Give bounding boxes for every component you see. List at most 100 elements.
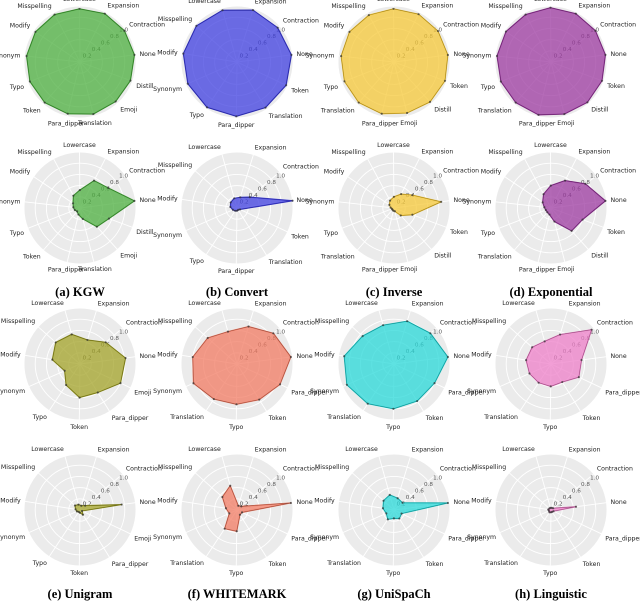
data-point — [195, 24, 198, 28]
data-point — [590, 328, 593, 331]
axis-label: None — [610, 197, 626, 204]
data-point — [258, 398, 261, 401]
data-point — [581, 218, 584, 221]
axis-label: Token — [290, 88, 309, 95]
axis-label: None — [296, 353, 312, 360]
data-point — [107, 217, 110, 220]
axis-label: Misspelling — [17, 3, 51, 10]
data-point — [129, 79, 132, 82]
data-point — [393, 210, 396, 213]
axis-label: Para_dipper — [291, 390, 328, 397]
data-point — [84, 504, 87, 507]
axis-label: Expansion — [255, 0, 287, 6]
axis-label: Contraction — [283, 319, 319, 326]
data-polygon-outline — [192, 326, 292, 405]
data-point — [546, 211, 549, 214]
axis-label: Lowercase — [345, 446, 378, 453]
radial-tick-label: 0.6 — [415, 186, 424, 192]
data-point — [240, 511, 244, 514]
radial-gridline — [34, 464, 126, 556]
data-point — [405, 111, 409, 115]
axis-label: Misspelling — [158, 162, 192, 169]
data-point — [348, 30, 351, 33]
data-point — [392, 195, 395, 198]
data-point — [514, 101, 517, 104]
radial-gridline — [505, 318, 597, 410]
data-point — [78, 511, 82, 514]
data-point — [95, 225, 98, 228]
axis-label: Modify — [314, 352, 335, 359]
data-point — [104, 341, 107, 344]
axis-label: Synonym — [462, 198, 491, 205]
radar-panel: 0.20.40.60.81.0NoneContractionExpansionL… — [0, 0, 165, 127]
radar-panel: 0.20.40.60.81.0NoneContractionExpansionL… — [153, 446, 328, 577]
data-point — [103, 12, 106, 15]
axis-label: Modify — [0, 352, 21, 359]
radial-tick-label: 0.8 — [110, 482, 119, 488]
data-point — [238, 513, 242, 516]
data-point — [133, 199, 136, 202]
axis-label: Token — [606, 83, 625, 90]
axis-label: Translation — [326, 414, 361, 421]
data-point — [77, 213, 80, 216]
data-point — [240, 505, 243, 508]
axis-label: Typo — [32, 560, 47, 567]
axis-label: Modify — [10, 168, 31, 175]
data-point — [388, 493, 391, 496]
radial-tick-label: 1.0 — [590, 329, 599, 335]
data-point — [92, 112, 95, 116]
radial-tick-label: 1.0 — [590, 173, 599, 179]
radial-tick-label: 1.0 — [276, 27, 285, 33]
axis-label: Typo — [542, 424, 557, 431]
radar-chart-5: 0.20.40.60.81.0NoneContractionExpansionL… — [0, 300, 162, 601]
axis-label: Translation — [169, 560, 204, 567]
data-point — [285, 84, 288, 87]
radial-gridline — [494, 453, 608, 567]
data-point — [446, 355, 449, 359]
data-point — [548, 213, 551, 216]
data-point — [78, 7, 81, 10]
data-polygon-outline — [343, 320, 449, 410]
data-point — [74, 508, 77, 511]
data-polygon-outline — [26, 8, 135, 115]
data-point — [343, 355, 346, 358]
axis-label: Para_dipper — [362, 266, 399, 273]
axis-label: Para_dipper — [48, 120, 85, 127]
spoke-gridline — [549, 509, 552, 567]
spoke-gridline — [205, 207, 238, 255]
spoke-gridline — [236, 473, 281, 511]
axis-label: Contraction — [283, 17, 319, 24]
data-point — [392, 517, 395, 520]
axis-label: Typo — [542, 570, 557, 577]
axis-label: Contraction — [283, 163, 319, 170]
subfigure-caption: (b) Convert — [206, 285, 269, 299]
data-point — [574, 12, 577, 15]
axis-label: Emoji — [134, 536, 151, 543]
data-point — [66, 112, 69, 115]
data-point — [400, 512, 403, 515]
subfigure-caption: (h) Linguistic — [515, 587, 587, 601]
axis-label: Lowercase — [502, 446, 535, 453]
data-point — [192, 382, 195, 385]
data-point — [399, 214, 402, 217]
spoke-gridline — [550, 456, 568, 511]
data-point — [51, 358, 54, 361]
data-point — [96, 391, 99, 394]
spoke-gridline — [185, 207, 238, 232]
axis-label: Translation — [477, 107, 512, 114]
axis-label: Para_dipper — [519, 120, 556, 127]
radial-gridline — [337, 151, 451, 265]
radial-tick-label: 0.8 — [424, 482, 433, 488]
axis-label: None — [139, 499, 155, 506]
axis-label: Misspelling — [472, 464, 506, 471]
data-point — [123, 29, 126, 32]
data-point — [577, 376, 580, 379]
data-point — [86, 338, 89, 342]
data-point — [186, 82, 189, 85]
data-point — [446, 53, 449, 57]
spoke-gridline — [236, 456, 254, 511]
spoke-gridline — [236, 207, 268, 256]
axis-label: Emoji — [120, 107, 137, 114]
axis-label: Lowercase — [502, 300, 535, 307]
